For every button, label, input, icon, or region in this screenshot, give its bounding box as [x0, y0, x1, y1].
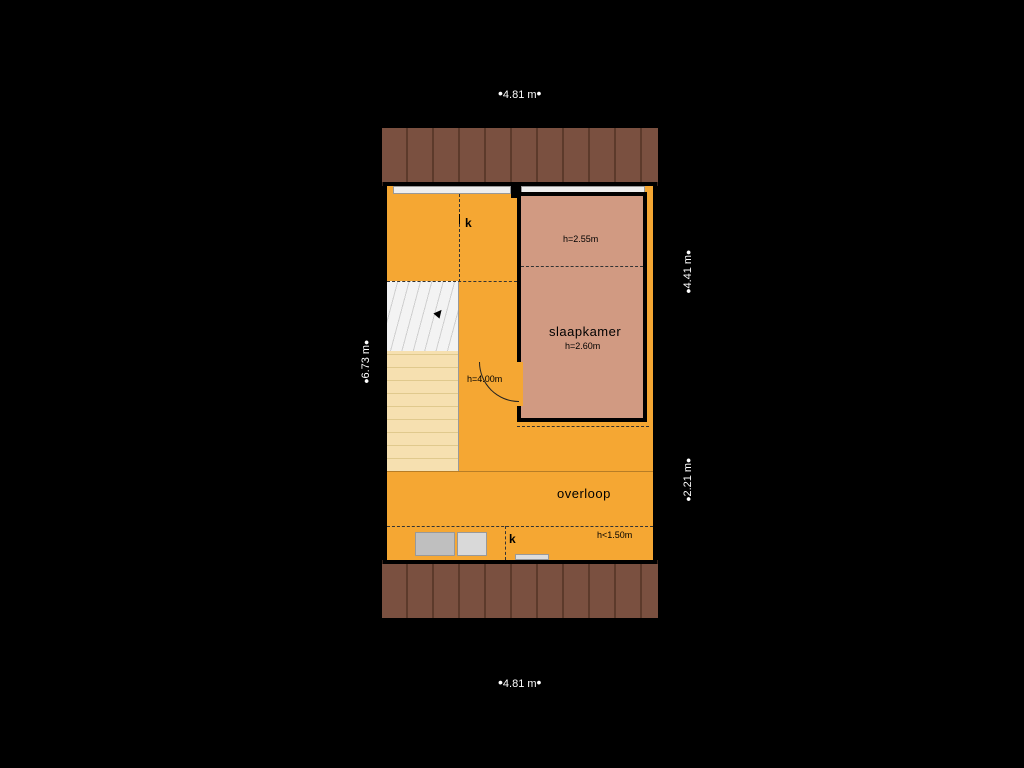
- dim-top: •4.81 m•: [498, 85, 541, 101]
- stairs-upper: [387, 281, 458, 351]
- dim-right2-text: 2.21 m: [682, 463, 694, 497]
- k-top-tick: [459, 214, 460, 224]
- interior: h=2.55m slaapkamer h=2.60m k h=4.00m ove…: [387, 186, 653, 560]
- hall-dashed-v: [459, 194, 460, 282]
- dim-left-text: 6.73 m: [360, 345, 372, 379]
- room-slaapkamer: h=2.55m slaapkamer h=2.60m: [517, 192, 647, 422]
- k-top: k: [465, 216, 472, 230]
- stairwell: [387, 281, 459, 471]
- overloop-wall: [387, 471, 653, 472]
- dim-bottom: •4.81 m•: [498, 674, 541, 690]
- dim-top-text: 4.81 m: [503, 89, 537, 101]
- overloop-dashed-bottom: [387, 526, 653, 527]
- slaapkamer-h-main: h=2.60m: [565, 341, 600, 351]
- overloop-h-bottom: h<1.50m: [597, 530, 632, 540]
- floorplan: h=2.55m slaapkamer h=2.60m k h=4.00m ove…: [382, 128, 658, 618]
- slaapkamer-label: slaapkamer: [549, 324, 621, 339]
- closet-block-2: [457, 532, 487, 556]
- dim-left: •6.73 m•: [358, 340, 374, 383]
- slaapkamer-dashed: [521, 266, 643, 267]
- k-bottom-dashed: [505, 526, 506, 560]
- slaapkamer-h-top: h=2.55m: [563, 234, 598, 244]
- dim-bottom-text: 4.81 m: [503, 678, 537, 690]
- k-bottom: k: [509, 532, 516, 546]
- closet-block-1: [415, 532, 455, 556]
- dim-right-1: •4.41 m•: [680, 250, 696, 293]
- dim-right1-text: 4.41 m: [682, 255, 694, 289]
- roof-bottom: [382, 560, 658, 618]
- hall-dashed-top: [387, 281, 517, 282]
- bottom-sill: [515, 554, 549, 560]
- dim-right-2: •2.21 m•: [680, 458, 696, 501]
- roof-top: [382, 128, 658, 186]
- overloop-dashed-top: [517, 426, 649, 427]
- overloop-label: overloop: [557, 486, 611, 501]
- window-sill-left: [393, 186, 511, 194]
- hall-h-mid: h=4.00m: [467, 374, 502, 384]
- stairs-lower: [387, 351, 458, 471]
